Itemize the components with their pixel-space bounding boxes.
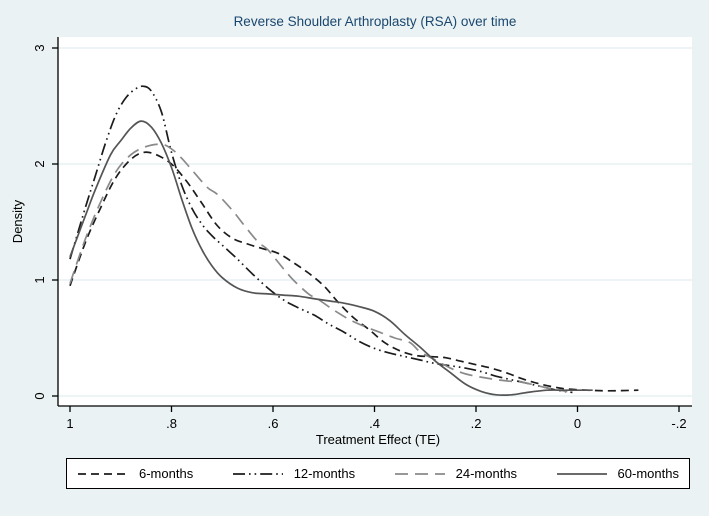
x-tick-label: 1 (66, 416, 73, 431)
x-tick-label: .8 (166, 416, 177, 431)
series-line-12-months (69, 85, 573, 394)
legend-line-sample-dash-dot-dot (232, 472, 283, 475)
legend-label: 24-months (455, 466, 518, 481)
legend-line-sample-dashed (78, 472, 128, 475)
x-tick-label: .6 (268, 416, 279, 431)
x-tick-label: 0 (574, 416, 581, 431)
legend-box: 6-months 12-months 24-months 60-months (66, 458, 690, 489)
legend-item-60-months: 60-months (556, 466, 679, 481)
legend-label: 12-months (293, 466, 356, 481)
y-axis-title: Density (10, 199, 25, 243)
legend-label: 60-months (617, 466, 679, 481)
x-tick-label: -.2 (671, 416, 686, 431)
y-tick-label: 1 (32, 276, 47, 283)
legend-label: 6-months (139, 466, 194, 481)
y-tick-label: 0 (32, 392, 47, 399)
series-line-24-months (69, 143, 568, 393)
legend-item-6-months: 6-months (77, 466, 193, 481)
series-line-60-months (69, 120, 593, 397)
x-tick-label: .2 (471, 416, 482, 431)
legend-item-12-months: 12-months (232, 466, 355, 481)
plot-background (58, 37, 692, 406)
series-line-6-months (69, 151, 639, 392)
legend-line-sample-long-dash (394, 472, 445, 475)
chart-title: Reverse Shoulder Arthroplasty (RSA) over… (233, 14, 517, 29)
y-tick-label: 2 (32, 160, 47, 167)
x-axis-title: Treatment Effect (TE) (316, 432, 440, 447)
x-tick-label: .4 (369, 416, 380, 431)
legend-item-24-months: 24-months (394, 466, 517, 481)
legend-line-sample-solid (556, 472, 607, 475)
y-tick-label: 3 (32, 44, 47, 51)
